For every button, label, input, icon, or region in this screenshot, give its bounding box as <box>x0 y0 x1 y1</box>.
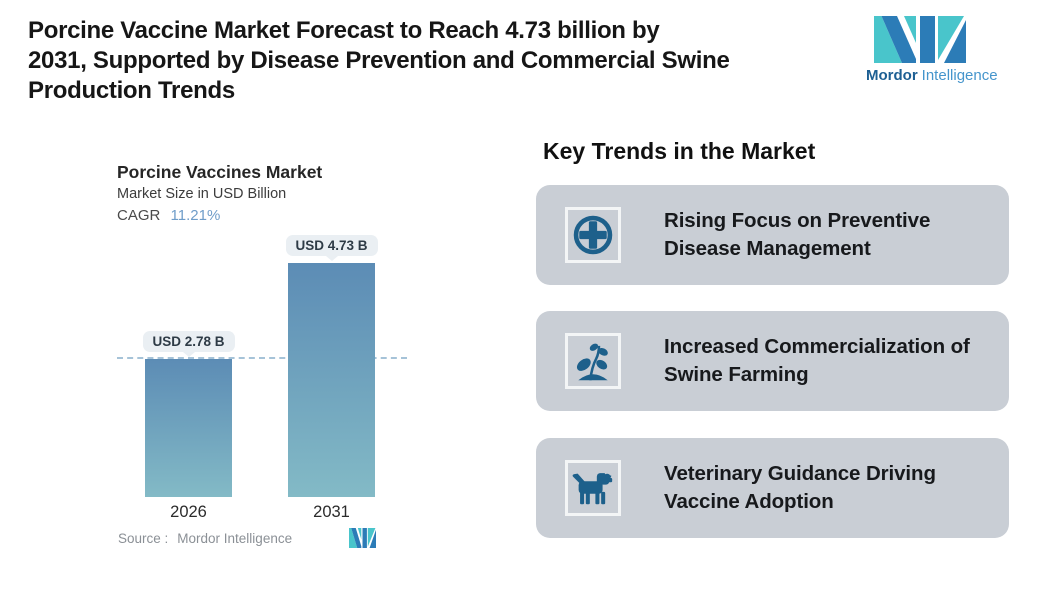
source-label: Source : <box>118 531 169 546</box>
value-bubble: USD 4.73 B <box>285 235 378 256</box>
seedling-icon <box>576 343 608 381</box>
dog-icon <box>572 472 613 505</box>
trend-text-line: Rising Focus on Preventive <box>664 209 931 232</box>
mordor-logo-icon <box>874 16 966 63</box>
bar-2026 <box>145 359 232 497</box>
trend-text-line: Disease Management <box>664 237 871 260</box>
trend-icon-box <box>565 460 621 516</box>
trend-card: Rising Focus on Preventive Disease Manag… <box>536 185 1009 285</box>
trend-text: Veterinary Guidance Driving Vaccine Adop… <box>664 460 936 516</box>
bar-group-2026: USD 2.78 B 2026 <box>142 230 235 521</box>
year-label: 2031 <box>313 503 350 521</box>
trend-text: Rising Focus on Preventive Disease Manag… <box>664 207 930 263</box>
page-title-line: 2031, Supported by Disease Prevention an… <box>28 47 730 74</box>
bar-chart-plot: USD 2.78 B 2026 USD 4.73 B 2031 <box>117 230 407 521</box>
cagr-label: CAGR <box>117 207 161 224</box>
medical-cross-icon <box>573 215 613 255</box>
page-title-line: Porcine Vaccine Market Forecast to Reach… <box>28 17 660 44</box>
mordor-logo-wordmark: Mordor Intelligence <box>866 67 998 84</box>
trend-icon-box <box>565 207 621 263</box>
source-row: Source : Mordor Intelligence <box>118 531 292 546</box>
trends-heading: Key Trends in the Market <box>543 138 816 164</box>
chart-title: Porcine Vaccines Market <box>117 162 323 182</box>
trend-text-line: Increased Commercialization of <box>664 335 970 358</box>
trend-card: Increased Commercialization of Swine Far… <box>536 311 1009 411</box>
trend-text-line: Veterinary Guidance Driving <box>664 462 936 485</box>
brand-name-bold: Mordor <box>866 67 918 84</box>
brand-name-regular: Intelligence <box>921 67 998 84</box>
trend-text-line: Swine Farming <box>664 363 809 386</box>
source-name: Mordor Intelligence <box>177 531 293 546</box>
year-label: 2026 <box>170 503 207 521</box>
value-bubble: USD 2.78 B <box>142 331 235 353</box>
page-title-line: Production Trends <box>28 77 235 104</box>
trend-text: Increased Commercialization of Swine Far… <box>664 333 970 389</box>
page-title: Porcine Vaccine Market Forecast to Reach… <box>28 16 828 106</box>
trend-card: Veterinary Guidance Driving Vaccine Adop… <box>536 438 1009 538</box>
trend-icon-box <box>565 333 621 389</box>
reference-dashed-line <box>117 357 407 360</box>
mordor-logo: Mordor Intelligence <box>866 16 998 84</box>
trend-text-line: Vaccine Adoption <box>664 490 834 513</box>
cagr-value: 11.21% <box>170 207 221 224</box>
cagr-row: CAGR 11.21% <box>117 207 220 224</box>
bar-group-2031: USD 4.73 B 2031 <box>285 230 378 521</box>
bar-2031 <box>288 263 375 497</box>
chart-subtitle: Market Size in USD Billion <box>117 186 287 202</box>
mordor-mark-small-icon <box>349 528 376 548</box>
